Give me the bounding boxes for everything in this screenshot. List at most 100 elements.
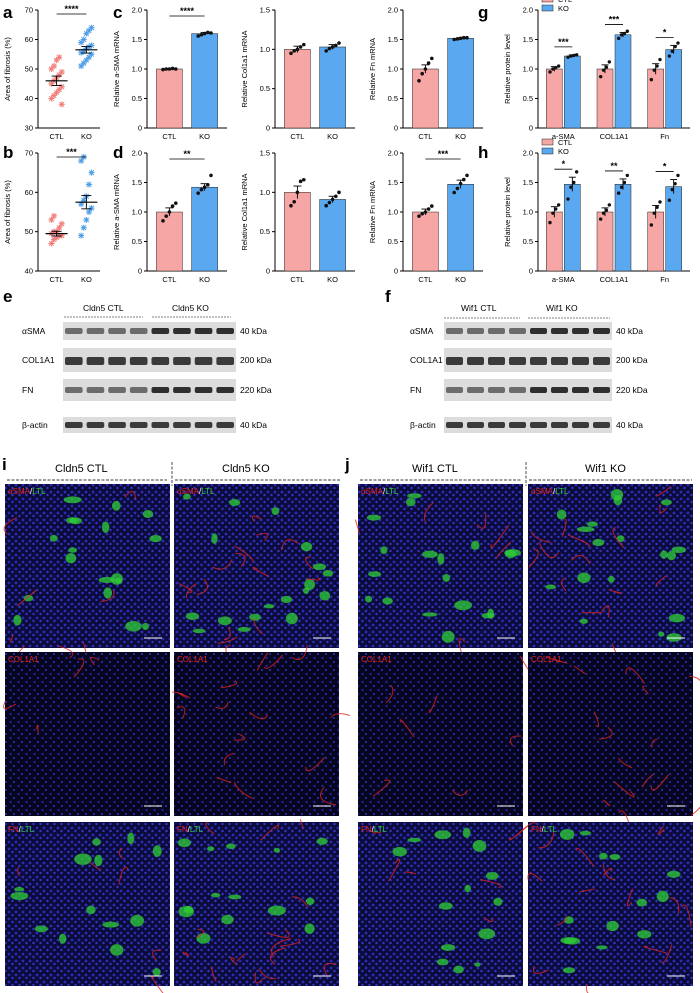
y-axis-title: Area of fibrosis (%) [3,37,12,101]
y-tick-label: 1.0 [523,208,533,217]
micro-i-head1: Cldn5 CTL [55,463,108,475]
data-point [161,219,165,223]
tubule-green [142,510,154,519]
fibre-red [17,867,20,877]
fibre-red [690,806,700,816]
tubule-green [579,830,592,836]
y-tick-label: 1.0 [132,65,142,74]
tubule-green [178,906,194,918]
fibre-red [561,519,567,538]
data-point [164,67,168,71]
data-point [330,45,335,49]
blot-band [194,357,213,365]
y-tick-label: 1.5 [523,35,533,44]
tubule-green [481,612,495,619]
blot-band [509,422,526,428]
data-point [289,203,293,208]
blot-band [216,387,234,393]
tubule-green [210,892,221,898]
y-axis-title: Relative a-SMA mRNA [112,31,121,107]
fibre-red [253,618,264,635]
data-point [161,67,165,72]
y-tick-label: 2.0 [132,6,142,15]
blot-membrane [444,417,612,433]
fibre-red [423,502,434,523]
data-point [85,27,92,34]
tubule-green [422,612,438,617]
data-point [48,66,55,72]
data-point [53,89,60,96]
fibre-red [3,701,17,710]
micro-stain-label: FN/LTL [361,825,388,834]
tubule-green [226,843,236,850]
data-point [622,180,627,185]
y-axis-title: Area of fibrosis (%) [3,180,12,244]
fibre-red [229,957,237,966]
x-tick-label: CTL [162,132,176,141]
fibre-red [643,945,667,954]
data-point [655,205,659,209]
stain-red: αSMA [361,487,384,496]
tubule-green [592,538,605,547]
chart-h: 0 0.5 1.0 1.5 2.0 Relative protein level * a-SM… [503,138,690,284]
data-point [622,31,627,36]
data-point [649,77,654,82]
tubule-green [183,493,191,500]
data-point [167,210,172,214]
y-tick-label: 2.0 [388,149,398,158]
tubule-green [267,905,286,916]
y-axis-title: Relative Fn mRNA [368,38,377,100]
micro-stain-label: COL1A1 [177,655,208,664]
micro-stain-label: αSMA/LTL [8,487,46,496]
tubule-green [616,535,625,543]
blot-band [151,357,170,365]
fibre-red [254,972,264,984]
tubule-green [263,604,275,609]
bar [564,184,581,272]
data-point [426,61,431,65]
bar [156,211,183,272]
fibre-red [9,634,14,643]
data-point [78,232,85,239]
blot-band [488,328,505,334]
x-tick-label: CTL [50,275,64,284]
tubule-green [559,828,575,840]
data-point [556,203,561,207]
data-point [209,173,213,178]
stain-red: COL1A1 [8,655,39,664]
chart-c3: 0 0.5 1.0 1.5 2.0 Relative Fn mRNA CTL KO [368,6,483,141]
y-axis-title: Relative a-SMA mRNA [112,174,121,250]
x-tick-label: KO [199,132,210,141]
bar [647,68,664,129]
tubule-green [610,488,624,501]
blot-row-label: FN [410,385,421,395]
blot-row-label: COL1A1 [410,355,443,365]
y-tick-label: 0 [266,124,270,133]
legend-label-ctl: CTL [558,0,572,4]
tubule-green [127,832,135,845]
tubule-green [366,514,382,521]
blot-band [593,357,610,365]
fibre-red [579,888,596,893]
fibre-red [659,504,667,514]
fibre-red [533,966,549,974]
blot-band [467,422,484,428]
fibre-red [515,822,537,837]
panel-letter-a: a [3,3,13,22]
y-tick-label: 0 [394,267,398,276]
stain-red: FN [8,825,19,834]
data-point [566,197,570,201]
y-tick-label: 1.5 [132,178,142,187]
chart-d2: 0 0.5 1.0 1.5 Relative Col1a1 mRNA CTL KO [240,149,355,284]
stain-red: αSMA [531,487,554,496]
y-tick-label: 2.0 [523,149,533,158]
data-point [48,80,55,87]
data-point [292,49,297,53]
data-point [625,173,630,178]
bar [319,46,346,129]
tubule-green [440,944,456,951]
fibre-red [217,636,238,644]
x-tick-label: Fn [660,275,669,284]
data-point [88,42,95,49]
